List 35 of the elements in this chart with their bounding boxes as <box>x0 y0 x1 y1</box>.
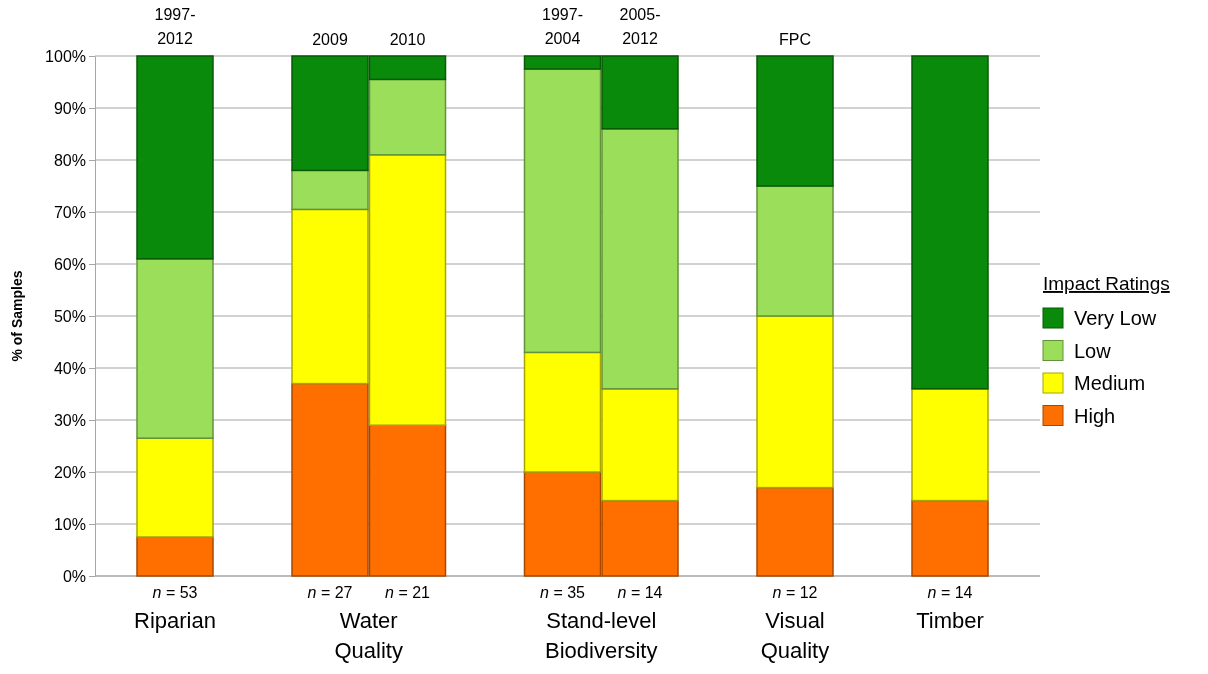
y-tick-label: 10% <box>53 515 86 533</box>
x-tick-label: n = 12 <box>772 584 818 601</box>
x-tick-label: n = 14 <box>927 584 973 601</box>
x-tick-label: n = 53 <box>152 584 198 601</box>
y-tick-label: 70% <box>53 203 86 221</box>
y-tick-label: 0% <box>62 567 86 585</box>
y-axis-title: % of Samples <box>9 270 25 362</box>
legend-label: Medium <box>1074 372 1146 394</box>
text: Visual Quality <box>760 608 830 663</box>
text: 1997-2004 <box>542 6 583 47</box>
y-tick-label: 90% <box>53 99 86 117</box>
y-tick-label: 60% <box>53 255 86 273</box>
text: Timber <box>916 608 984 633</box>
text: Stand-level Biodiversity <box>545 608 658 663</box>
y-tick-label: 80% <box>53 151 86 169</box>
legend-label: Low <box>1074 339 1112 362</box>
x-tick-label: n = 14 <box>617 584 663 601</box>
x-tick-label: n = 27 <box>307 584 353 601</box>
x-tick-label: n = 21 <box>385 584 431 601</box>
y-tick-label: 40% <box>53 359 86 377</box>
text: 2010 <box>389 31 426 48</box>
text: 2009 <box>312 31 348 48</box>
legend-title: Impact Ratings <box>1043 273 1170 294</box>
text: 1997-2012 <box>154 6 196 47</box>
legend-label: Very Low <box>1074 307 1157 329</box>
text: Riparian <box>134 608 216 633</box>
y-tick-label: 20% <box>53 463 86 481</box>
legend-label: High <box>1074 404 1116 427</box>
text: 2005-2012 <box>619 6 661 47</box>
text: FPC <box>779 31 811 48</box>
x-tick-label: n = 35 <box>540 584 586 601</box>
y-tick-label: 50% <box>53 307 86 325</box>
text: Water Quality <box>334 608 403 663</box>
y-tick-label: 100% <box>45 47 86 65</box>
y-tick-label: 30% <box>53 411 86 429</box>
